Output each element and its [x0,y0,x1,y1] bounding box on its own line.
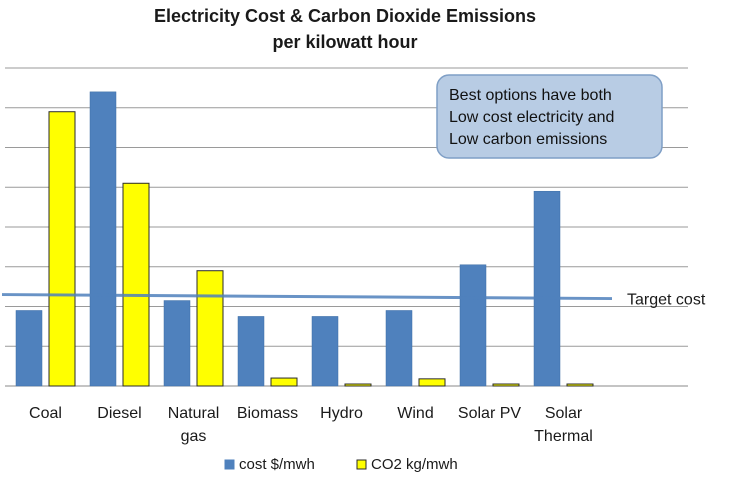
callout-line: Best options have both [449,87,612,104]
target-line-stroke [1,293,613,301]
bar-cost [163,300,191,387]
target-line-label: Target cost [627,292,706,309]
bar-co2 [418,378,446,387]
callout: Best options have both Low cost electrici… [436,74,663,159]
legend-label: cost $/mwh [239,456,315,473]
bars [15,91,594,387]
bar-co2 [196,270,224,387]
callout-box [436,74,663,159]
category-label: gas [181,428,207,445]
callout-line: Low carbon emissions [449,131,607,148]
category-label: Wind [397,405,433,422]
gridlines [5,67,688,387]
legend: cost $/mwh CO2 kg/mwh [224,456,458,473]
bar-cost [15,310,43,387]
bar-co2 [48,111,76,387]
bar-co2 [122,182,150,387]
category-label: Solar PV [458,405,521,422]
bar-cost [89,91,117,387]
callout-line: Low cost electricity and [449,109,614,126]
category-label: Thermal [534,428,593,445]
category-labels: Coal Diesel Natural gas Biomass Hydro Wind Sola… [29,405,593,445]
chart-title: Electricity Cost & Carbon Dioxide Emissi… [154,6,536,52]
category-label: Natural [168,405,220,422]
bar-cost [311,316,339,387]
bar-co2 [344,383,372,387]
category-label: Biomass [237,405,298,422]
legend-swatch [224,459,235,470]
bar-cost [459,264,487,387]
bar-co2 [492,383,520,387]
bar-cost [533,190,561,387]
bar-co2 [270,377,298,387]
target-line: Target cost [1,292,706,309]
legend-label: CO2 kg/mwh [371,456,458,473]
bar-co2 [566,383,594,387]
chart-title-line: Electricity Cost & Carbon Dioxide Emissi… [154,6,536,26]
bar-cost [385,310,413,387]
legend-swatch [356,459,367,470]
category-label: Solar [545,405,583,422]
chart-title-line: per kilowatt hour [272,32,417,52]
category-label: Coal [29,405,62,422]
bar-cost [237,316,265,387]
category-label: Hydro [320,405,363,422]
category-label: Diesel [97,405,141,422]
